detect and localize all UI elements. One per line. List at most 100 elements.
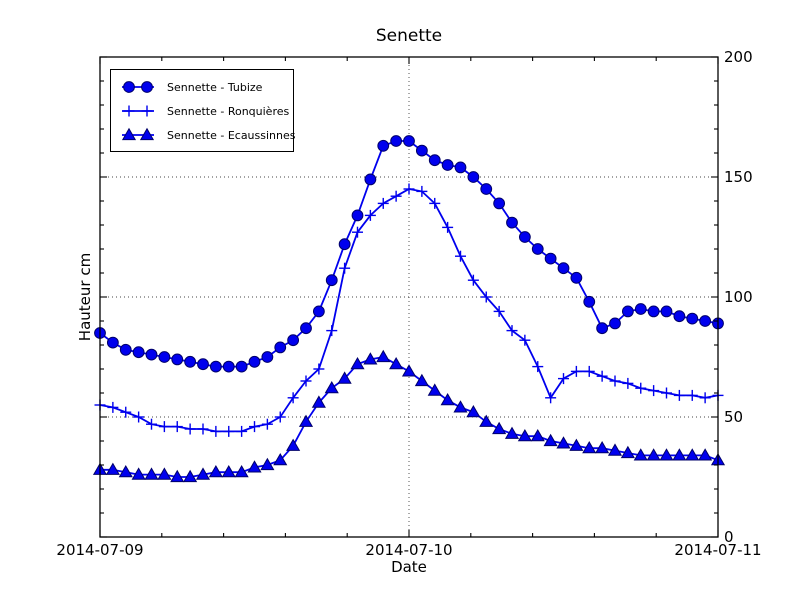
data-point-icon [467, 274, 479, 286]
legend-swatch-circle-icon [122, 81, 154, 93]
data-point-icon [132, 346, 145, 359]
data-point-icon [635, 382, 647, 394]
data-point-icon [338, 238, 351, 251]
data-point-icon [120, 406, 132, 418]
data-point-icon [558, 373, 569, 385]
data-point-icon [453, 400, 468, 413]
data-point-icon [364, 209, 376, 221]
data-point-icon [673, 310, 686, 323]
marker-circle-icon [123, 81, 135, 93]
data-point-icon [607, 443, 623, 456]
data-point-icon [699, 392, 711, 404]
data-point-icon [197, 423, 209, 435]
data-point-icon [363, 352, 378, 365]
data-point-icon [119, 343, 132, 356]
data-point-icon [403, 135, 415, 147]
data-point-icon [648, 385, 660, 397]
y-axis-label: Hauteur cm [76, 252, 94, 342]
y-tick-label: 50 [724, 408, 744, 426]
data-point-icon [583, 365, 595, 377]
data-point-icon [300, 375, 312, 387]
marker-plus-icon [123, 105, 135, 117]
marker-circle-icon [141, 81, 153, 93]
data-point-icon [273, 452, 288, 466]
data-point-icon [171, 421, 183, 433]
data-point-icon [107, 401, 119, 413]
data-point-icon [646, 448, 661, 461]
data-point-icon [158, 351, 171, 363]
data-point-icon [389, 356, 404, 370]
data-point-icon [442, 221, 454, 233]
data-point-icon [249, 421, 260, 433]
data-point-icon [427, 383, 442, 396]
data-point-icon [171, 353, 184, 366]
data-point-icon [582, 440, 597, 454]
data-point-icon [326, 325, 338, 337]
data-point-icon [221, 464, 236, 478]
data-point-icon [184, 355, 197, 368]
data-point-icon [454, 161, 467, 174]
data-point-icon [440, 392, 455, 406]
series-circle [94, 135, 724, 373]
data-point-icon [144, 467, 159, 480]
data-point-icon [493, 305, 505, 317]
data-point-icon [686, 389, 698, 401]
marker-plus-icon [141, 105, 153, 117]
marker-triangle-up-icon [139, 127, 155, 141]
data-point-icon [261, 418, 273, 430]
data-point-icon [506, 325, 518, 337]
legend-label: Sennette - Tubize [167, 80, 263, 94]
data-point-icon [414, 373, 429, 387]
data-point-icon [145, 348, 158, 361]
data-point-icon [287, 334, 300, 347]
series-triangle-up [92, 349, 726, 483]
data-point-icon [556, 436, 571, 449]
x-tick-label: 2014-07-11 [674, 541, 762, 559]
legend-item: Sennette - Ecaussinnes [111, 123, 296, 147]
data-point-icon [698, 448, 713, 461]
data-point-icon [596, 370, 608, 382]
series-plus [94, 183, 724, 437]
y-tick-label: 200 [724, 48, 753, 66]
data-point-icon [673, 389, 685, 401]
data-point-icon [428, 154, 441, 167]
legend-item: Sennette - Ronquières [111, 99, 293, 123]
data-point-icon [183, 469, 198, 483]
data-point-icon [157, 467, 172, 480]
legend-label: Sennette - Ecaussinnes [167, 128, 296, 142]
data-point-icon [493, 197, 506, 210]
data-point-icon [480, 291, 492, 303]
data-point-icon [504, 426, 520, 439]
data-point-icon [415, 144, 428, 157]
data-point-icon [634, 303, 647, 315]
data-point-icon [570, 271, 583, 284]
data-point-icon [376, 349, 391, 363]
data-point-icon [352, 226, 363, 238]
data-point-icon [195, 467, 211, 480]
legend: Sennette - Tubize Sennette - Ronquières Se… [110, 69, 296, 152]
data-point-icon [208, 464, 223, 478]
data-point-icon [223, 425, 235, 437]
data-point-icon [364, 173, 377, 186]
data-point-icon [401, 364, 417, 377]
y-tick-label: 0 [724, 528, 734, 546]
x-tick-label: 2014-07-10 [365, 541, 453, 559]
data-point-icon [557, 262, 570, 275]
data-point-icon [184, 423, 196, 435]
data-point-icon [609, 375, 621, 387]
legend-label: Sennette - Ronquières [167, 104, 290, 118]
y-tick-label: 100 [724, 288, 753, 306]
data-point-icon [339, 262, 351, 274]
axis-ticks [99, 56, 719, 538]
data-point-icon [672, 448, 687, 461]
data-point-icon [699, 315, 712, 327]
data-point-icon [131, 467, 146, 480]
data-point-icon [660, 305, 673, 318]
data-point-icon [377, 139, 390, 152]
data-point-icon [248, 355, 261, 368]
x-axis-label: Date [391, 558, 427, 576]
data-point-icon [596, 322, 609, 335]
data-point-icon [210, 425, 222, 437]
data-point-icon [312, 305, 325, 318]
